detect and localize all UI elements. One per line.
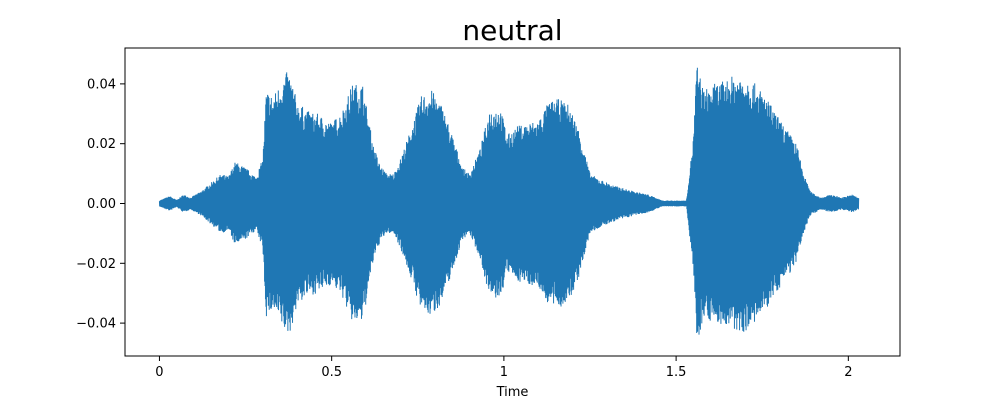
y-tick-label: 0.02	[87, 137, 116, 152]
x-axis: 0 0.5 1 1.5 2	[155, 356, 852, 380]
chart-title: neutral	[462, 14, 562, 47]
x-tick-label: 0	[155, 365, 163, 380]
x-tick-label: 0.5	[321, 365, 342, 380]
y-tick-label: −0.02	[76, 257, 116, 272]
x-tick-label: 2	[844, 365, 852, 380]
x-tick-label: 1	[500, 365, 508, 380]
x-axis-label: Time	[496, 385, 529, 400]
y-axis: −0.04 −0.02 0.00 0.02 0.04	[76, 77, 125, 332]
plot-frame	[124, 47, 901, 357]
waveform-line	[158, 67, 860, 335]
x-tick-label: 1.5	[666, 365, 687, 380]
y-tick-label: −0.04	[76, 317, 116, 332]
waveform-series	[158, 67, 860, 335]
y-tick-label: 0.00	[87, 197, 116, 212]
y-tick-label: 0.04	[87, 77, 116, 92]
